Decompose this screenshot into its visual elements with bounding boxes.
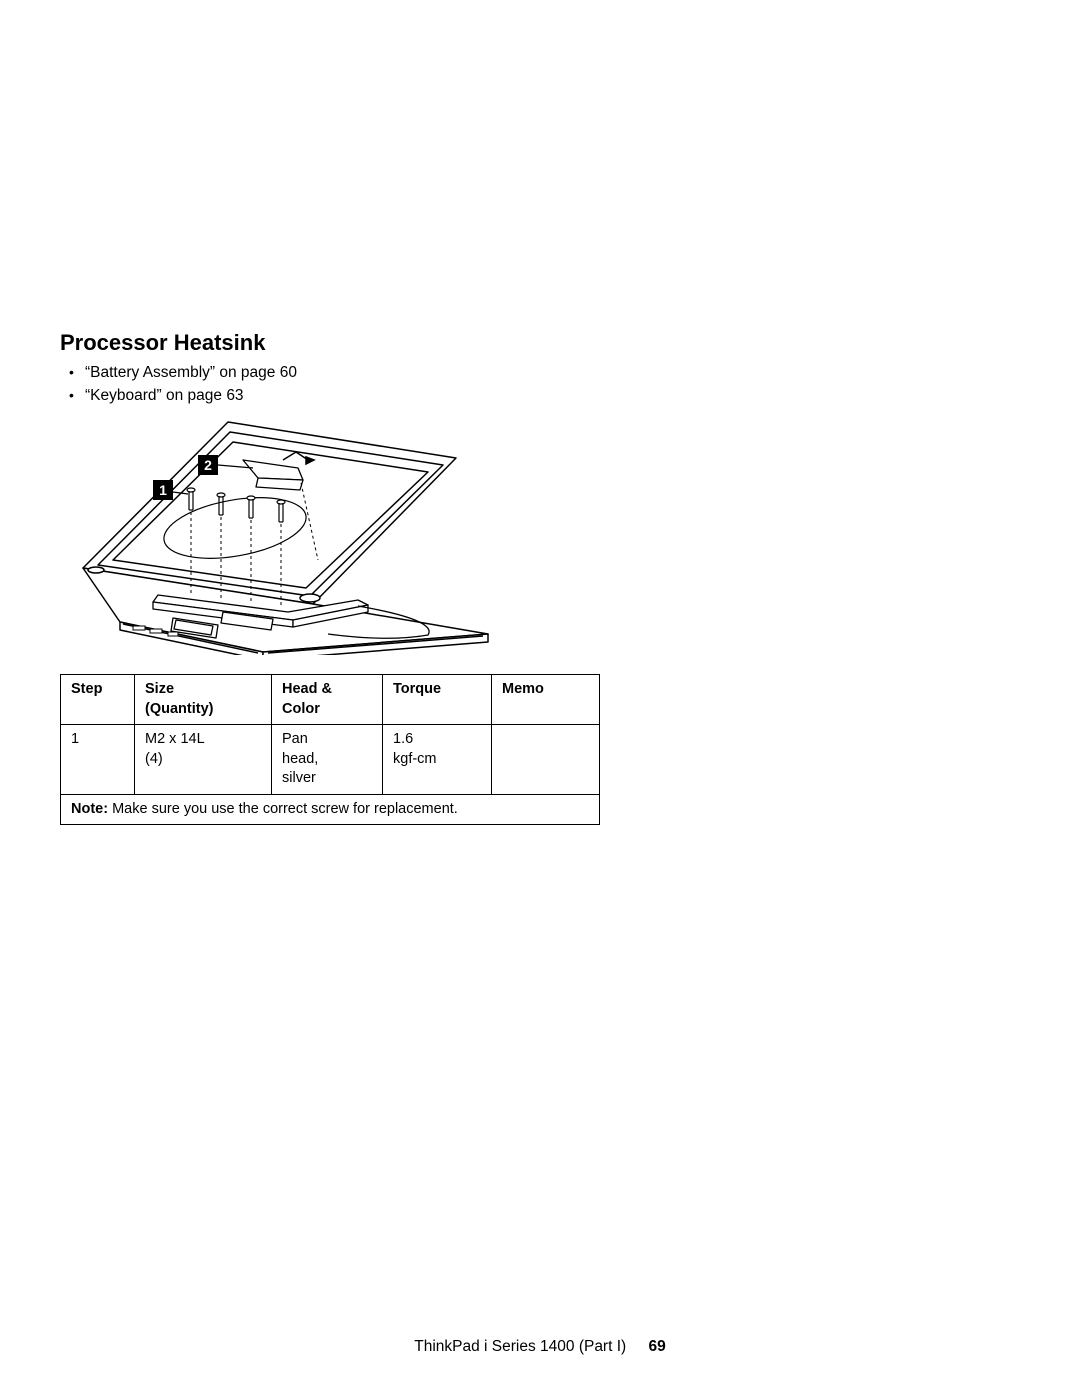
footer-text: ThinkPad i Series 1400 (Part I) <box>414 1338 626 1355</box>
laptop-heatsink-illustration: 1 2 <box>58 420 508 655</box>
td-torque: 1.6kgf-cm <box>383 725 492 795</box>
list-item: “Battery Assembly” on page 60 <box>85 362 600 384</box>
note-label: Note: <box>71 801 108 817</box>
section-heading: Processor Heatsink <box>60 330 600 356</box>
prereq-list: “Battery Assembly” on page 60 “Keyboard”… <box>85 362 600 408</box>
list-item: “Keyboard” on page 63 <box>85 385 600 407</box>
td-size: M2 x 14L(4) <box>135 725 272 795</box>
svg-text:2: 2 <box>204 457 212 473</box>
exploded-diagram: 1 2 <box>58 420 600 660</box>
td-head: Panhead,silver <box>272 725 383 795</box>
th-memo: Memo <box>492 674 600 724</box>
th-size: Size(Quantity) <box>135 674 272 724</box>
td-memo <box>492 725 600 795</box>
table-header-row: Step Size(Quantity) Head &Color Torque M… <box>61 674 600 724</box>
td-step: 1 <box>61 725 135 795</box>
page: Processor Heatsink “Battery Assembly” on… <box>0 0 1080 1397</box>
svg-text:1: 1 <box>159 482 167 498</box>
table-note: Note: Make sure you use the correct scre… <box>61 794 600 825</box>
screw-table: Step Size(Quantity) Head &Color Torque M… <box>60 674 600 825</box>
th-step: Step <box>61 674 135 724</box>
table-note-row: Note: Make sure you use the correct scre… <box>61 794 600 825</box>
content-block: Processor Heatsink “Battery Assembly” on… <box>60 330 600 825</box>
page-number: 69 <box>649 1338 666 1355</box>
page-footer: ThinkPad i Series 1400 (Part I) 69 <box>0 1338 1080 1356</box>
table-row: 1 M2 x 14L(4) Panhead,silver 1.6kgf-cm <box>61 725 600 795</box>
note-text: Make sure you use the correct screw for … <box>112 801 458 817</box>
th-head: Head &Color <box>272 674 383 724</box>
th-torque: Torque <box>383 674 492 724</box>
